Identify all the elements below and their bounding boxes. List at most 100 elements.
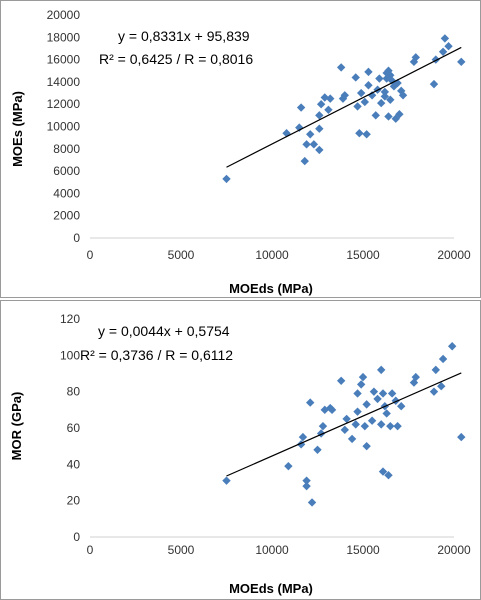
data-point (364, 81, 373, 90)
y-tick-label: 60 (67, 421, 81, 435)
data-point (296, 103, 306, 112)
trendline (226, 46, 462, 168)
y-tick-label: 80 (67, 385, 81, 399)
y-axis-title: MOR (GPa) (9, 392, 24, 461)
data-point (347, 434, 357, 444)
y-axis-title: MOEs (MPa) (10, 91, 25, 167)
data-point (373, 394, 382, 404)
x-axis-title: MOEds (MPa) (229, 581, 313, 596)
data-point (387, 389, 397, 398)
y-tick-label: 0 (73, 530, 80, 544)
x-axis-ticks: 0 5000 10000 15000 20000 (87, 248, 471, 262)
data-point (302, 476, 311, 485)
data-point (457, 57, 466, 67)
data-point (360, 97, 370, 107)
data-point (382, 409, 391, 418)
data-point (342, 414, 351, 424)
x-tick-label: 10000 (255, 248, 289, 262)
data-point (384, 112, 393, 121)
data-point (457, 432, 466, 442)
data-point (369, 387, 379, 396)
data-point (302, 140, 311, 149)
data-point (222, 174, 231, 184)
data-point (351, 420, 360, 429)
data-point (447, 342, 457, 351)
data-point (306, 398, 315, 407)
y-axis-ticks: 0 2000 4000 6000 8000 10000 12000 14000 16000 180… (47, 8, 81, 245)
data-point (295, 123, 304, 132)
data-point (315, 124, 324, 133)
chart-panel-moes: 0 2000 4000 6000 8000 10000 12000 14000 16000 180… (0, 0, 481, 298)
data-point (411, 53, 420, 62)
data-point (315, 111, 324, 120)
data-point (327, 405, 337, 415)
y-tick-label: 8000 (53, 142, 80, 156)
data-point (397, 402, 406, 411)
data-point (386, 95, 395, 104)
y-tick-label: 0 (73, 231, 80, 245)
x-tick-label: 0 (87, 248, 94, 262)
x-tick-label: 15000 (346, 543, 380, 557)
x-tick-label: 5000 (168, 248, 195, 262)
y-tick-label: 10000 (47, 120, 81, 134)
data-point (444, 42, 453, 51)
data-point (320, 93, 329, 102)
y-tick-label: 20000 (47, 8, 81, 22)
data-point (378, 467, 388, 476)
data-point (367, 91, 377, 100)
r-squared-label: R² = 0,6425 / R = 0,8016 (99, 51, 253, 67)
data-point (386, 421, 395, 431)
data-point (386, 71, 395, 80)
data-point (380, 92, 390, 101)
data-point (307, 498, 317, 507)
data-point (318, 421, 328, 431)
data-point (336, 63, 346, 72)
data-point (356, 88, 366, 98)
data-point (298, 432, 308, 442)
data-point (362, 441, 371, 451)
data-point (222, 476, 231, 485)
chart-panel-mor: 0 20 40 60 80 100 120 0 5000 10000 15000 20000 y =… (0, 300, 481, 600)
data-point (380, 87, 390, 97)
y-tick-label: 4000 (53, 186, 80, 200)
y-axis-ticks: 0 20 40 60 80 100 120 (60, 312, 80, 544)
data-point (355, 128, 364, 138)
x-tick-label: 20000 (437, 248, 471, 262)
data-point (315, 145, 324, 155)
data-point (353, 389, 362, 398)
data-point (377, 365, 386, 375)
data-point (324, 105, 333, 114)
data-point (353, 407, 362, 416)
data-point (438, 354, 448, 364)
x-tick-label: 15000 (346, 248, 380, 262)
data-point (364, 67, 373, 77)
data-point (431, 365, 440, 375)
x-axis-ticks: 0 5000 10000 15000 20000 (87, 543, 471, 557)
data-point (429, 79, 439, 89)
data-point (326, 94, 335, 103)
x-tick-label: 10000 (255, 543, 289, 557)
data-point (378, 389, 388, 398)
data-point (356, 380, 366, 389)
data-point (409, 378, 419, 387)
data-point (362, 130, 371, 139)
data-point (367, 416, 377, 425)
data-point (437, 382, 446, 391)
data-point (313, 445, 322, 454)
data-point (306, 130, 315, 139)
r-squared-label: R² = 0,3736 / R = 0,6112 (80, 347, 233, 363)
x-tick-label: 20000 (437, 543, 471, 557)
y-tick-label: 40 (67, 457, 81, 471)
data-point (393, 421, 402, 431)
x-tick-label: 0 (87, 543, 94, 557)
data-point (371, 111, 380, 120)
data-point (377, 98, 386, 108)
scatter-chart-moes: 0 2000 4000 6000 8000 10000 12000 14000 16000 180… (10, 8, 471, 296)
data-point (340, 425, 349, 435)
data-point (398, 91, 408, 100)
data-point (340, 91, 349, 100)
data-point (411, 372, 420, 382)
y-tick-label: 120 (60, 312, 80, 326)
y-tick-label: 20 (67, 494, 81, 508)
regression-equation: y = 0,8331x + 95,839 (118, 28, 250, 44)
